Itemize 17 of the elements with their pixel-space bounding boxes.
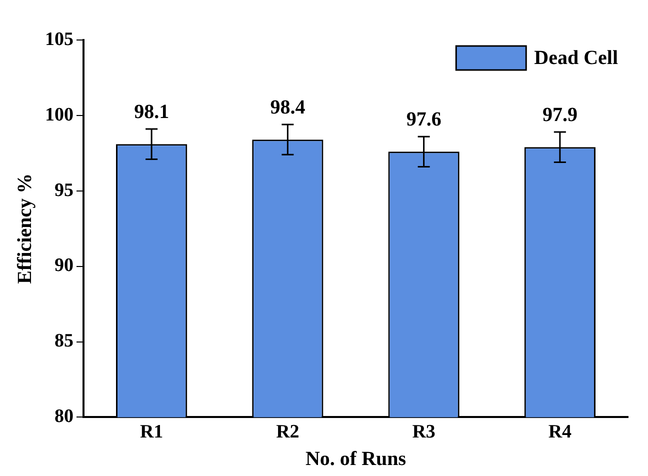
y-tick-label: 105 <box>45 28 74 50</box>
y-tick-label: 90 <box>54 255 74 276</box>
data-label: 97.6 <box>406 108 442 131</box>
y-axis-title: Efficiency % <box>14 173 36 284</box>
data-label: 98.4 <box>270 96 306 119</box>
y-tick-label: 80 <box>54 406 74 428</box>
x-axis-title: No. of Runs <box>305 448 406 470</box>
data-label: 97.9 <box>542 104 578 126</box>
y-tick-label: 95 <box>54 180 74 201</box>
x-tick-label: R4 <box>548 422 572 443</box>
y-tick-label: 100 <box>45 104 74 126</box>
legend-label: Dead Cell <box>534 47 618 70</box>
x-tick-label: R3 <box>412 422 436 443</box>
x-tick-label: R1 <box>140 422 164 443</box>
data-label: 98.1 <box>134 101 170 124</box>
x-tick-label: R2 <box>276 422 300 443</box>
y-tick-label: 85 <box>54 330 74 352</box>
